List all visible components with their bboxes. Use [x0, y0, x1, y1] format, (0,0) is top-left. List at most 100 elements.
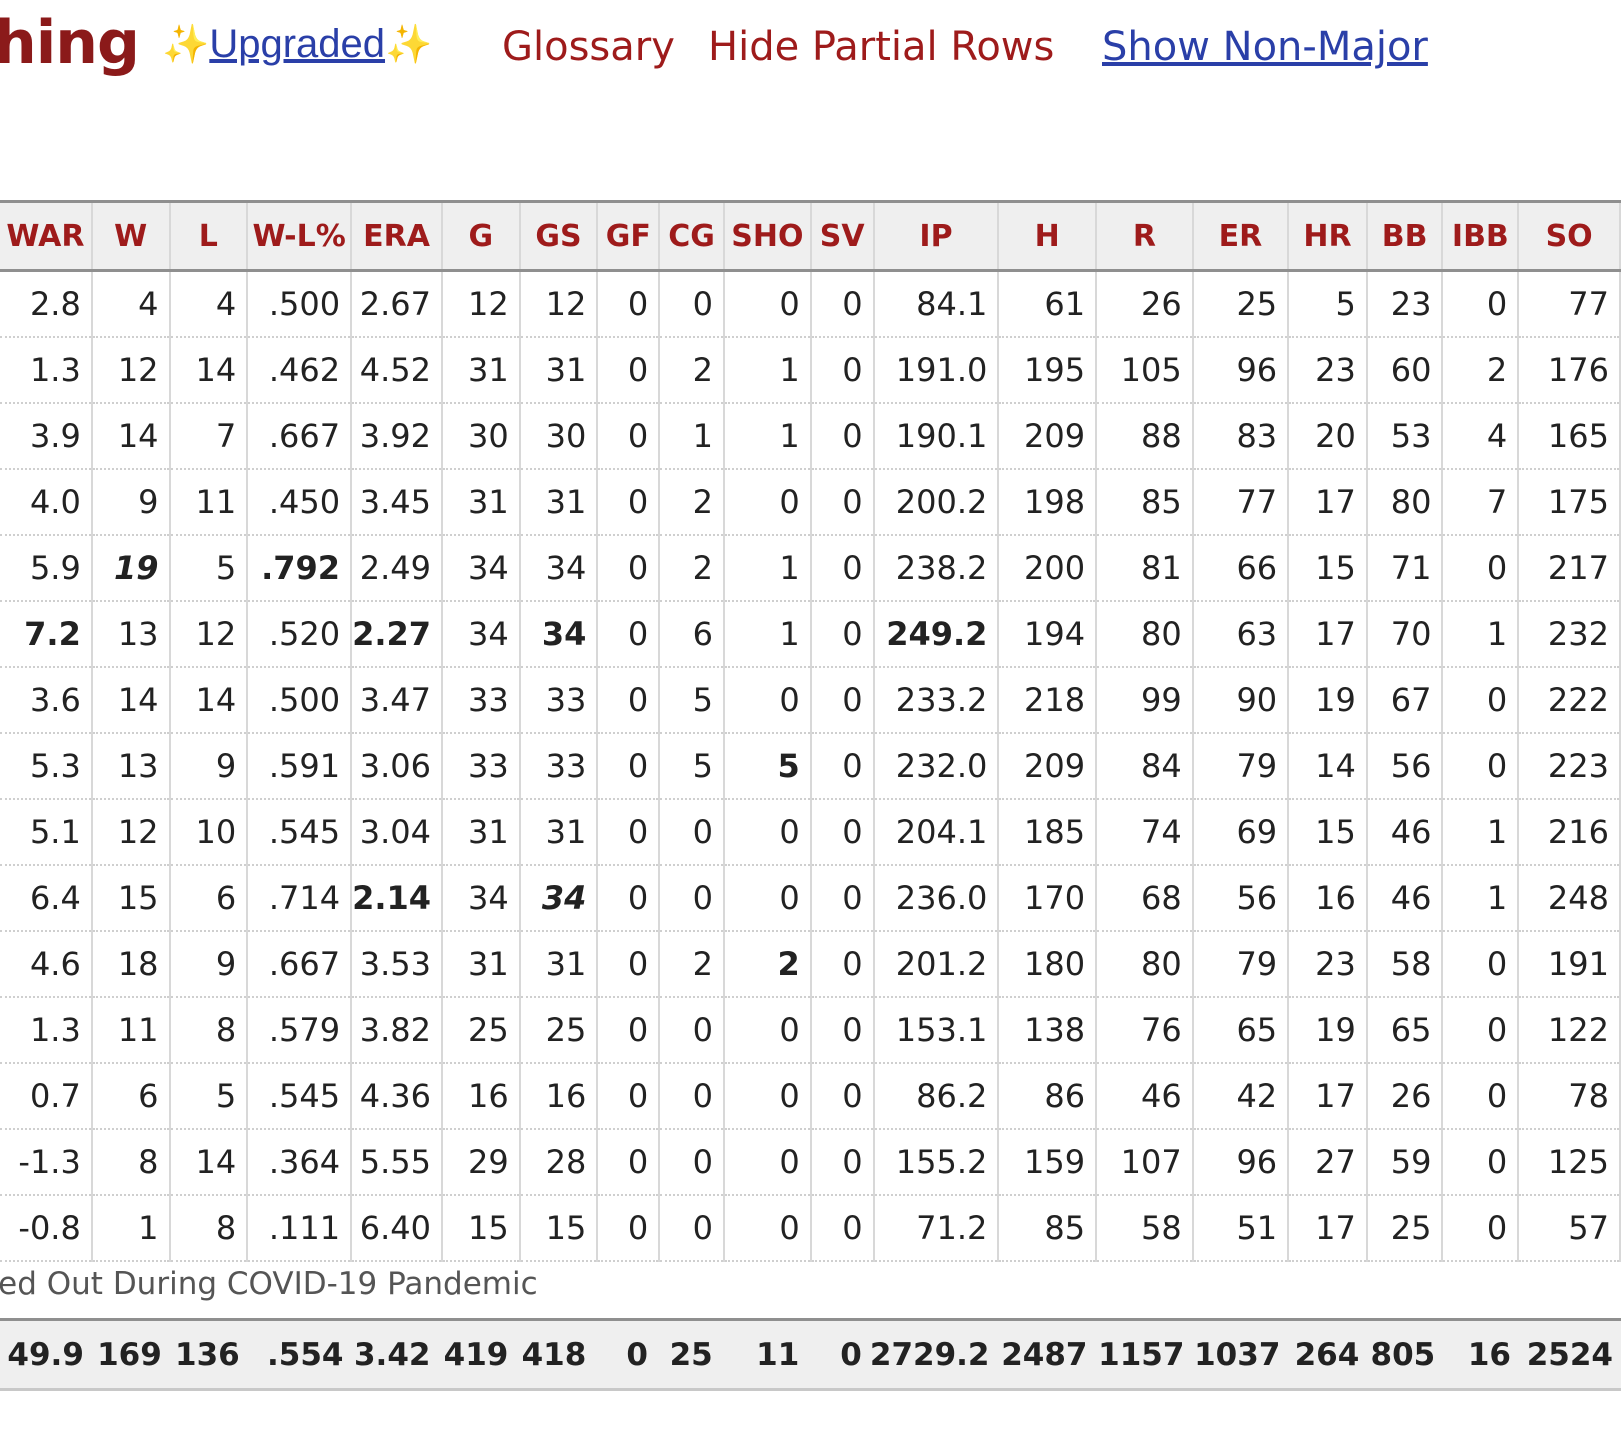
column-header-l[interactable]: L [169, 200, 249, 272]
cell-war: 5.3 [0, 732, 93, 800]
cell-so: 176 [1518, 336, 1621, 404]
cell-era: 4.52 [351, 336, 444, 404]
show-non-major-link[interactable]: Show Non-Major [1102, 24, 1428, 70]
total-sho: 11 [720, 1318, 808, 1391]
cell-cg: 2 [659, 336, 725, 404]
cell-ibb: 0 [1442, 1128, 1520, 1196]
column-header-hr[interactable]: HR [1288, 200, 1368, 272]
column-header-gf[interactable]: GF [597, 200, 661, 272]
cell-gs: 30 [519, 402, 599, 470]
cell-l: 12 [169, 600, 249, 668]
table-row: 2.8 4 4.500 2.67 12 12 0 0 0 0 84.1 61 26 25 5 23 0 77 [0, 270, 1621, 338]
cell-w: 14 [91, 666, 171, 734]
cell-bb: 46 [1366, 864, 1444, 932]
cell-l: 7 [169, 402, 249, 470]
cell-er: 25 [1192, 270, 1290, 338]
pitching-stats-table: WAR W L W-L% ERA G GS GF CG SHO SV IP H R ER HR BB IBB SO … [0, 200, 1621, 1262]
column-header-sv[interactable]: SV [810, 200, 875, 272]
covid-footnote: ted Out During COVID-19 Pandemic [0, 1266, 538, 1302]
column-header-bb[interactable]: BB [1366, 200, 1444, 272]
cell-war: 5.9 [0, 534, 93, 602]
column-header-gs[interactable]: GS [519, 200, 599, 272]
cell-g: 12 [442, 270, 521, 338]
cell-era: 3.45 [351, 468, 444, 536]
cell-ibb: 0 [1442, 534, 1520, 602]
cell-gf: 0 [597, 600, 661, 668]
cell-er: 56 [1192, 864, 1290, 932]
cell-w-l-: .792 [247, 534, 353, 602]
cell-hr: 19 [1288, 996, 1368, 1064]
cell-er: 96 [1192, 1128, 1290, 1196]
cell-gf: 0 [597, 1194, 661, 1262]
cell-l: 11 [169, 468, 249, 536]
column-header-ip[interactable]: IP [873, 200, 1000, 272]
cell-sv: 0 [810, 468, 875, 536]
cell-er: 77 [1192, 468, 1290, 536]
column-header-w-l-[interactable]: W-L% [247, 200, 353, 272]
cell-w-l-: .111 [247, 1194, 353, 1262]
cell-w: 13 [91, 600, 171, 668]
cell-cg: 5 [659, 732, 725, 800]
column-header-h[interactable]: H [998, 200, 1098, 272]
cell-w-l-: .545 [247, 1062, 353, 1130]
hide-partial-rows-link[interactable]: Hide Partial Rows [708, 24, 1055, 70]
cell-ibb: 0 [1442, 996, 1520, 1064]
table-row: 6.4 15 6.714 2.14 34 34 0 0 0 0 236.0 170 68 56 16 46 1 2… [0, 864, 1621, 932]
cell-gf: 0 [597, 930, 661, 998]
cell-cg: 0 [659, 1194, 725, 1262]
cell-h: 170 [998, 864, 1098, 932]
cell-hr: 15 [1288, 798, 1368, 866]
cell-gs: 12 [519, 270, 599, 338]
cell-gf: 0 [597, 402, 661, 470]
cell-gf: 0 [597, 468, 661, 536]
column-header-er[interactable]: ER [1192, 200, 1290, 272]
total-r: 1157 [1095, 1318, 1193, 1391]
cell-l: 5 [169, 534, 249, 602]
cell-sho: 1 [723, 336, 812, 404]
cell-r: 85 [1096, 468, 1194, 536]
table-row: 4.6 18 9.667 3.53 31 31 0 2 2 0 201.2 180 80 79 23 58 0 1… [0, 930, 1621, 998]
cell-gs: 31 [519, 930, 599, 998]
column-header-so[interactable]: SO [1518, 200, 1621, 272]
cell-g: 33 [442, 732, 521, 800]
cell-w: 12 [91, 336, 171, 404]
cell-hr: 17 [1288, 468, 1368, 536]
column-header-war[interactable]: WAR [0, 200, 93, 272]
column-header-r[interactable]: R [1096, 200, 1194, 272]
cell-gs: 25 [519, 996, 599, 1064]
cell-war: 3.6 [0, 666, 93, 734]
cell-w-l-: .667 [247, 402, 353, 470]
cell-gf: 0 [597, 1062, 661, 1130]
cell-hr: 23 [1288, 336, 1368, 404]
column-header-era[interactable]: ERA [351, 200, 444, 272]
cell-ip: 201.2 [873, 930, 1000, 998]
cell-sv: 0 [810, 996, 875, 1064]
cell-sho: 0 [723, 270, 812, 338]
column-header-g[interactable]: G [442, 200, 521, 272]
cell-w-l-: .520 [247, 600, 353, 668]
cell-sho: 0 [723, 1062, 812, 1130]
cell-gf: 0 [597, 996, 661, 1064]
cell-h: 209 [998, 732, 1098, 800]
glossary-link[interactable]: Glossary [502, 24, 675, 70]
cell-so: 222 [1518, 666, 1621, 734]
cell-l: 14 [169, 1128, 249, 1196]
cell-sho: 1 [723, 402, 812, 470]
column-header-ibb[interactable]: IBB [1442, 200, 1520, 272]
column-header-cg[interactable]: CG [659, 200, 725, 272]
cell-war: -1.3 [0, 1128, 93, 1196]
cell-er: 42 [1192, 1062, 1290, 1130]
column-header-sho[interactable]: SHO [723, 200, 812, 272]
cell-era: 4.36 [351, 1062, 444, 1130]
cell-w: 9 [91, 468, 171, 536]
upgraded-link[interactable]: Upgraded [209, 22, 386, 66]
cell-sv: 0 [810, 336, 875, 404]
cell-war: 3.9 [0, 402, 93, 470]
cell-g: 29 [442, 1128, 521, 1196]
total-hr: 264 [1288, 1318, 1368, 1391]
cell-ibb: 4 [1442, 402, 1520, 470]
cell-sho: 1 [723, 600, 812, 668]
cell-so: 125 [1518, 1128, 1621, 1196]
cell-hr: 17 [1288, 1062, 1368, 1130]
column-header-w[interactable]: W [91, 200, 171, 272]
